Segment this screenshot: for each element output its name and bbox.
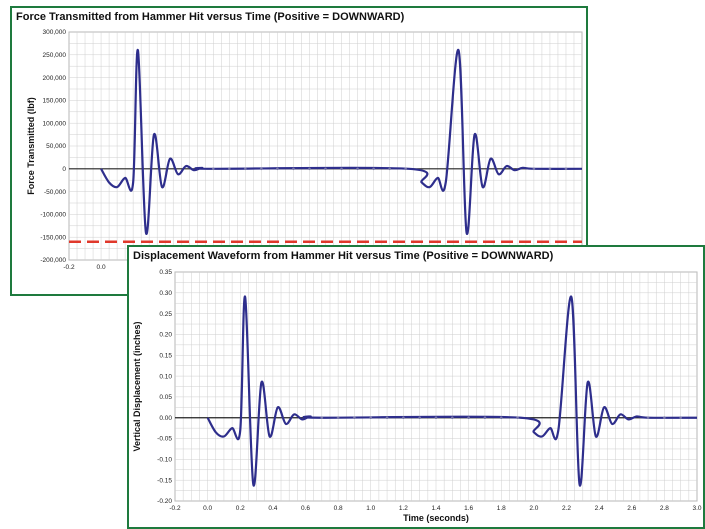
x-tick-label: 0.0 [203,505,212,512]
x-tick-label: 1.4 [431,505,440,512]
data-point [369,416,373,420]
displacement-chart-title: Displacement Waveform from Hammer Hit ve… [133,250,554,262]
data-point [308,167,311,171]
x-tick-label: -0.2 [63,264,75,271]
y-axis-label: Force Transmitted (lbf) [26,97,36,195]
data-point [663,416,666,420]
data-point [418,416,421,420]
x-axis-label: Time (seconds) [403,513,469,523]
data-point [260,167,263,171]
y-tick-label: -100,000 [40,212,66,219]
y-tick-label: -0.05 [157,436,172,443]
data-point [402,416,405,420]
x-tick-label: 0.8 [334,505,343,512]
y-tick-label: 0.20 [159,332,172,339]
data-point [404,167,407,171]
x-tick-label: 2.4 [595,505,604,512]
x-tick-label: 3.0 [692,505,701,512]
series-line [206,295,698,487]
y-tick-label: 100,000 [43,120,67,127]
data-point [340,167,343,171]
y-tick-label: 0.25 [159,311,172,318]
y-tick-label: -150,000 [40,234,66,241]
y-tick-label: -50,000 [44,189,66,196]
y-tick-label: 0.00 [159,415,172,422]
data-point [228,167,231,171]
data-point [211,167,215,171]
displacement-chart: -0.20-0.15-0.10-0.050.000.050.100.150.20… [132,269,702,523]
x-tick-label: 0.2 [236,505,245,512]
x-tick-label: 2.8 [660,505,669,512]
y-tick-label: 0.35 [159,269,172,276]
data-point [646,416,650,420]
data-point [320,416,324,420]
data-point [292,167,295,171]
data-point [385,416,389,420]
x-tick-label: 1.2 [399,505,408,512]
data-point [483,416,487,420]
data-point [244,167,247,171]
force-chart-title: Force Transmitted from Hammer Hit versus… [16,11,405,23]
data-point [548,167,552,171]
y-tick-label: 0.15 [159,352,172,359]
y-tick-label: -200,000 [40,257,66,264]
data-point [564,167,568,171]
x-tick-label: 1.8 [497,505,506,512]
data-point [532,167,536,171]
y-tick-label: 200,000 [43,75,67,82]
data-point [276,167,279,171]
data-point [467,416,470,420]
data-point [516,416,519,420]
data-point [353,416,356,420]
y-tick-label: 50,000 [46,143,66,150]
data-point [499,416,503,420]
data-point [372,167,375,171]
force-chart-panel: Force Transmitted from Hammer Hit versus… [10,6,588,296]
data-point [679,416,682,420]
y-tick-label: -0.10 [157,457,172,464]
x-tick-label: -0.2 [169,505,181,512]
y-tick-label: 250,000 [43,52,67,59]
data-point [356,167,359,171]
data-point [324,167,327,171]
x-tick-label: 2.6 [627,505,636,512]
y-tick-label: 300,000 [43,29,67,36]
y-tick-label: 0 [62,166,66,173]
y-tick-label: 150,000 [43,98,67,105]
y-tick-label: 0.05 [159,394,172,401]
x-tick-label: 1.0 [366,505,375,512]
data-point [336,416,340,420]
y-tick-label: 0.10 [159,373,172,380]
x-tick-label: 0.0 [97,264,106,271]
force-chart: -200,000 -150,000 -100,000 -50,000 0 50,000 10… [26,29,586,271]
y-tick-label: 0.30 [159,290,172,297]
displacement-chart-panel: Displacement Waveform from Hammer Hit ve… [127,245,705,529]
data-point [451,416,454,420]
y-axis-label: Vertical Displacement (inches) [132,321,142,451]
data-point [434,416,438,420]
data-point [388,167,391,171]
x-tick-label: 2.2 [562,505,571,512]
y-tick-label: -0.15 [157,477,172,484]
x-tick-label: 0.6 [301,505,310,512]
x-tick-label: 2.0 [529,505,538,512]
x-tick-label: 1.6 [464,505,473,512]
y-tick-label: -0.20 [157,498,172,505]
x-tick-label: 0.4 [268,505,277,512]
